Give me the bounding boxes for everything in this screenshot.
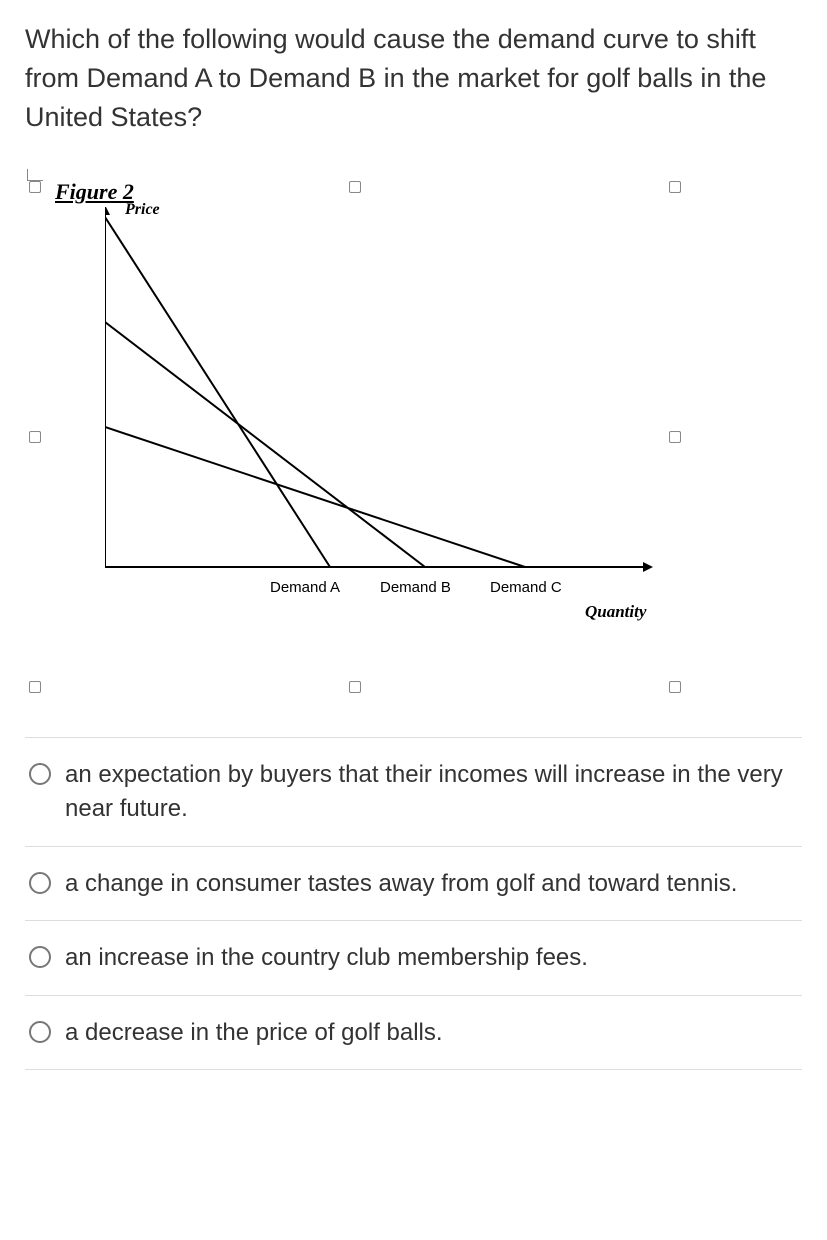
radio-icon[interactable] <box>29 763 51 785</box>
option-row[interactable]: a decrease in the price of golf balls. <box>25 996 802 1071</box>
option-text: a change in consumer tastes away from go… <box>65 867 798 901</box>
option-row[interactable]: an expectation by buyers that their inco… <box>25 738 802 846</box>
figure-container: Figure 2 Price Demand A Demand B Demand … <box>35 187 675 687</box>
option-text: a decrease in the price of golf balls. <box>65 1016 798 1050</box>
question-text: Which of the following would cause the d… <box>25 20 802 137</box>
option-text: an expectation by buyers that their inco… <box>65 758 798 825</box>
selection-handle[interactable] <box>349 681 361 693</box>
selection-handle[interactable] <box>349 181 361 193</box>
radio-icon[interactable] <box>29 1021 51 1043</box>
demand-c-label: Demand C <box>490 579 562 596</box>
crop-mark <box>27 169 43 181</box>
selection-handle[interactable] <box>669 431 681 443</box>
radio-icon[interactable] <box>29 872 51 894</box>
demand-b-label: Demand B <box>380 579 451 596</box>
selection-handle[interactable] <box>669 681 681 693</box>
selection-handle[interactable] <box>29 181 41 193</box>
options-list: an expectation by buyers that their inco… <box>25 737 802 1070</box>
demand-a-label: Demand A <box>270 579 340 596</box>
selection-handle[interactable] <box>669 181 681 193</box>
demand-chart <box>105 207 665 587</box>
figure-title: Figure 2 <box>55 179 134 205</box>
selection-handle[interactable] <box>29 431 41 443</box>
radio-icon[interactable] <box>29 946 51 968</box>
option-text: an increase in the country club membersh… <box>65 941 798 975</box>
x-axis-label: Quantity <box>585 602 646 622</box>
option-row[interactable]: a change in consumer tastes away from go… <box>25 847 802 922</box>
option-row[interactable]: an increase in the country club membersh… <box>25 921 802 996</box>
selection-handle[interactable] <box>29 681 41 693</box>
